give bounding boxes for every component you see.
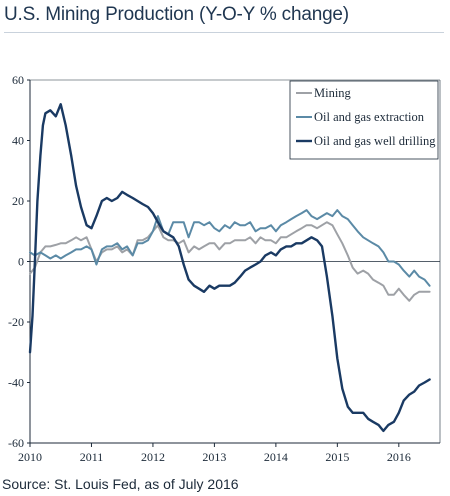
y-tick-label: 40: [12, 134, 24, 148]
x-tick-label: 2010: [18, 450, 42, 464]
title-divider: [4, 32, 444, 33]
x-tick-label: 2014: [264, 450, 288, 464]
x-tick-label: 2015: [325, 450, 349, 464]
series-line-oil-and-gas-extraction: [29, 209, 431, 287]
legend-box: [289, 80, 439, 160]
y-tick-label: 60: [12, 73, 24, 87]
series-line-oil-and-gas-well-drilling: [28, 103, 431, 433]
x-tick-label: 2013: [202, 450, 226, 464]
y-tick-label: -60: [8, 436, 24, 450]
legend-label-oil-and-gas-well-drilling: Oil and gas well drilling: [314, 134, 436, 148]
y-tick-label: -20: [8, 315, 24, 329]
x-tick-label: 2011: [80, 450, 104, 464]
y-tick-label: -40: [8, 376, 24, 390]
x-tick-label: 2012: [141, 450, 165, 464]
chart-series-lines: [28, 103, 431, 433]
y-tick-label: 0: [18, 255, 24, 269]
chart-legend: Mining Oil and gas extraction Oil and gas …: [289, 80, 439, 160]
legend-label-oil-and-gas-extraction: Oil and gas extraction: [314, 110, 425, 124]
y-tick-label: 20: [12, 194, 24, 208]
source-note: Source: St. Louis Fed, as of July 2016: [2, 476, 239, 492]
x-tick-label: 2016: [387, 450, 411, 464]
legend-label-mining: Mining: [314, 86, 352, 100]
chart-title: U.S. Mining Production (Y-O-Y % change): [4, 4, 349, 25]
